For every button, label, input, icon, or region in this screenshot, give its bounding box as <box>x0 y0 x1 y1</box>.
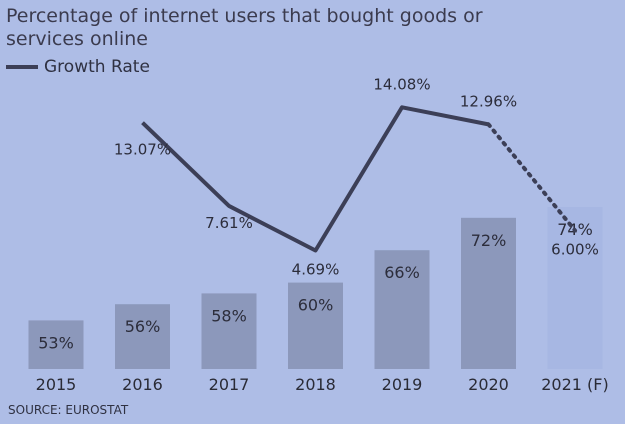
x-tick-label: 2016 <box>122 375 163 394</box>
chart-title: Percentage of internet users that bought… <box>6 5 483 50</box>
legend-swatch <box>6 65 38 69</box>
bar-value-label: 53% <box>38 333 74 352</box>
x-tick-label: 2020 <box>468 375 509 394</box>
bar-value-label: 72% <box>471 231 507 250</box>
bar-2021 (F) <box>547 207 603 369</box>
bar-value-label: 56% <box>125 317 161 336</box>
x-tick-label: 2021 (F) <box>541 375 609 394</box>
x-tick-label: 2018 <box>295 375 336 394</box>
bar-value-label: 58% <box>211 306 247 325</box>
growth-rate-label: 6.00% <box>551 241 599 259</box>
bar-2020 <box>461 217 516 369</box>
growth-rate-forecast-line <box>486 122 577 233</box>
source-note: SOURCE: EUROSTAT <box>8 403 129 417</box>
bar-2017 <box>201 293 257 369</box>
growth-rate-label: 13.07% <box>114 141 171 159</box>
bar-2015 <box>28 320 84 369</box>
growth-rate-label: 14.08% <box>373 75 430 93</box>
legend: Growth Rate <box>6 56 150 78</box>
x-tick-label: 2015 <box>36 375 77 394</box>
growth-rate-label: 7.61% <box>205 214 253 232</box>
bar-2016 <box>115 304 170 369</box>
bar-value-label: 60% <box>298 296 334 315</box>
x-tick-label: 2019 <box>382 375 423 394</box>
legend-label-growth-rate: Growth Rate <box>44 57 150 77</box>
growth-rate-line <box>141 105 489 253</box>
growth-rate-label: 12.96% <box>460 92 517 110</box>
bar-value-label: 66% <box>384 263 420 282</box>
growth-rate-label: 4.69% <box>292 260 340 278</box>
bar-2019 <box>374 250 430 369</box>
bar-2018 <box>288 282 343 369</box>
x-tick-label: 2017 <box>209 375 250 394</box>
